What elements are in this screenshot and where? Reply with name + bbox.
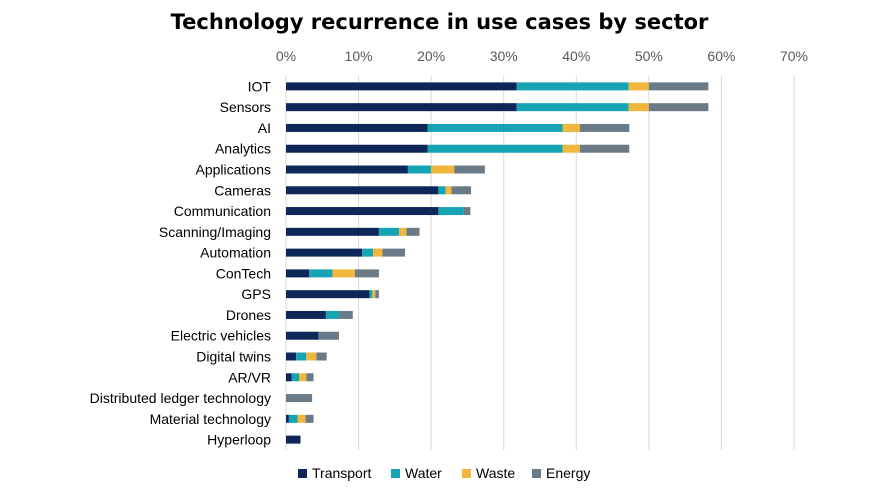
bar-segment-transport bbox=[286, 82, 517, 91]
category-label: Scanning/Imaging bbox=[159, 224, 271, 240]
bar-segment-transport bbox=[286, 103, 517, 112]
bar-segment-water bbox=[516, 82, 629, 91]
bar-segment-energy bbox=[451, 186, 472, 195]
x-tick-label: 0% bbox=[276, 48, 296, 64]
bar-segment-water bbox=[438, 186, 446, 195]
bar-segment-energy bbox=[454, 165, 485, 174]
bar-segment-waste bbox=[628, 103, 649, 112]
x-tick-label: 10% bbox=[345, 48, 373, 64]
bar-segment-waste bbox=[628, 82, 649, 91]
category-label: Hyperloop bbox=[207, 432, 271, 448]
legend-label: Waste bbox=[476, 465, 515, 481]
bar-segment-energy bbox=[382, 248, 406, 257]
legend-swatch bbox=[298, 469, 307, 478]
bar-segment-energy bbox=[305, 414, 314, 423]
bar-segment-transport bbox=[286, 435, 301, 444]
bar-segment-energy bbox=[375, 290, 379, 299]
legend-swatch bbox=[391, 469, 400, 478]
bar-segment-water bbox=[516, 103, 629, 112]
category-label: Communication bbox=[174, 203, 271, 219]
category-label: AR/VR bbox=[228, 369, 271, 385]
bar-segment-water bbox=[296, 352, 307, 361]
bar-segment-transport bbox=[286, 207, 439, 216]
bar-segment-transport bbox=[286, 310, 326, 319]
bar-segment-transport bbox=[286, 331, 319, 340]
x-tick-label: 50% bbox=[635, 48, 663, 64]
x-tick-label: 40% bbox=[562, 48, 590, 64]
x-tick-label: 70% bbox=[780, 48, 808, 64]
legend-label: Water bbox=[405, 465, 442, 481]
bar-segment-energy bbox=[648, 82, 709, 91]
bar-segment-energy bbox=[318, 331, 339, 340]
bar-segment-water bbox=[325, 310, 339, 319]
category-label: Distributed ledger technology bbox=[90, 390, 271, 406]
category-label: Digital twins bbox=[196, 349, 271, 365]
bar-segment-waste bbox=[299, 373, 307, 382]
category-label: Drones bbox=[226, 307, 271, 323]
category-label: ConTech bbox=[216, 265, 271, 281]
x-tick-label: 60% bbox=[707, 48, 735, 64]
bar-segment-waste bbox=[431, 165, 455, 174]
bar-segment-transport bbox=[286, 248, 363, 257]
bar-segment-transport bbox=[286, 290, 370, 299]
bar-segment-waste bbox=[445, 186, 452, 195]
legend-swatch bbox=[532, 469, 541, 478]
bar-segment-water bbox=[438, 207, 464, 216]
bar-segment-waste bbox=[399, 227, 407, 236]
bar-segment-transport bbox=[286, 123, 428, 132]
bar-segment-transport bbox=[286, 165, 408, 174]
bar-segment-waste bbox=[306, 352, 317, 361]
chart-title: Technology recurrence in use cases by se… bbox=[170, 10, 709, 34]
bar-segment-energy bbox=[579, 123, 630, 132]
category-label: AI bbox=[258, 120, 271, 136]
bar-segment-water bbox=[427, 144, 563, 153]
bar-segment-water bbox=[407, 165, 432, 174]
category-label: IOT bbox=[248, 78, 272, 94]
x-tick-label: 30% bbox=[490, 48, 518, 64]
bar-segment-energy bbox=[463, 207, 471, 216]
bar-segment-transport bbox=[286, 269, 310, 278]
category-label: Automation bbox=[200, 245, 271, 261]
category-label: GPS bbox=[241, 286, 271, 302]
bar-segment-transport bbox=[286, 186, 439, 195]
bar-segment-energy bbox=[286, 394, 313, 403]
bar-segment-waste bbox=[297, 414, 306, 423]
bar-segment-energy bbox=[354, 269, 379, 278]
bar-segment-waste bbox=[562, 123, 580, 132]
legend-label: Energy bbox=[546, 465, 590, 481]
bar-segment-water bbox=[291, 373, 300, 382]
bar-segment-waste bbox=[372, 290, 376, 299]
bar-segment-water bbox=[378, 227, 400, 236]
bar-segment-energy bbox=[406, 227, 420, 236]
bar-segment-transport bbox=[286, 373, 292, 382]
bar-segment-water bbox=[288, 414, 298, 423]
x-tick-label: 20% bbox=[417, 48, 445, 64]
bar-segment-energy bbox=[338, 310, 353, 319]
bar-segment-transport bbox=[286, 227, 379, 236]
category-label: Analytics bbox=[215, 141, 271, 157]
legend-label: Transport bbox=[312, 465, 372, 481]
category-label: Electric vehicles bbox=[171, 328, 271, 344]
bar-segment-energy bbox=[648, 103, 709, 112]
category-label: Cameras bbox=[214, 182, 271, 198]
bar-segment-transport bbox=[286, 414, 289, 423]
category-label: Material technology bbox=[150, 411, 271, 427]
bar-segment-transport bbox=[286, 144, 428, 153]
bar-segment-energy bbox=[316, 352, 327, 361]
bar-segment-water bbox=[309, 269, 333, 278]
bar-segment-energy bbox=[306, 373, 314, 382]
category-label: Sensors bbox=[220, 99, 271, 115]
bar-segment-water bbox=[427, 123, 563, 132]
bar-segment-waste bbox=[373, 248, 383, 257]
bar-segment-water bbox=[369, 290, 373, 299]
category-label: Applications bbox=[196, 162, 272, 178]
bar-segment-water bbox=[362, 248, 374, 257]
bar-segment-transport bbox=[286, 352, 297, 361]
bar-segment-waste bbox=[562, 144, 580, 153]
bar-segment-waste bbox=[332, 269, 355, 278]
legend-swatch bbox=[462, 469, 471, 478]
bar-segment-energy bbox=[579, 144, 630, 153]
